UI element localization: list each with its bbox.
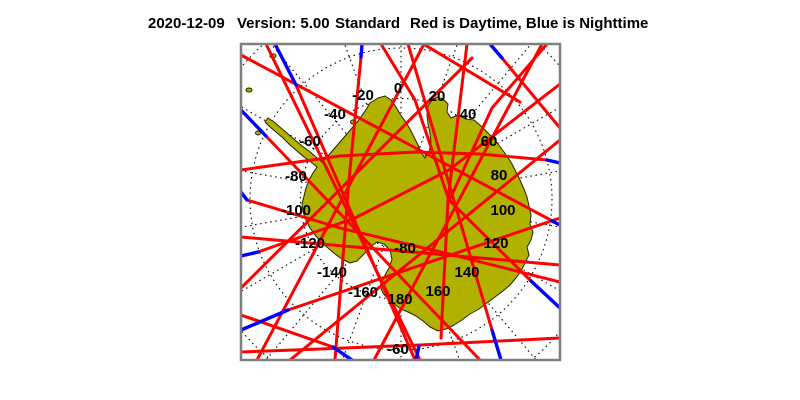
- nighttime-track: [529, 279, 560, 310]
- nighttime-track: [550, 219, 560, 227]
- meridian-line: [241, 200, 393, 228]
- nighttime-track: [488, 44, 504, 60]
- nighttime-track: [273, 44, 298, 87]
- longitude-label: 0: [394, 80, 402, 97]
- meridian-line: [241, 203, 394, 293]
- graticule-labels-layer: 0 -20 20 -40 40 -60 60 -80 80 -100 100 -120 120 -140 1…: [281, 80, 516, 358]
- longitude-label: 40: [460, 106, 477, 123]
- nighttime-track: [241, 108, 268, 138]
- daytime-track: [241, 56, 474, 290]
- title-mode: Standard: [335, 15, 400, 32]
- meridian-line: [403, 44, 459, 191]
- satellite-tracks-layer: [241, 44, 560, 360]
- continent-layer: [245, 53, 534, 332]
- island: [255, 130, 261, 136]
- nighttime-track: [241, 250, 260, 258]
- plot-frame: [239, 42, 562, 362]
- longitude-label: 20: [429, 88, 446, 105]
- daytime-track: [286, 216, 560, 312]
- longitude-label: -20: [352, 87, 374, 104]
- longitude-label: -160: [348, 284, 378, 301]
- title-legend: Red is Daytime, Blue is Nighttime: [410, 15, 648, 32]
- daytime-track: [423, 44, 522, 104]
- daytime-track: [448, 44, 549, 201]
- longitude-label: 120: [483, 235, 508, 252]
- meridian-line: [241, 105, 394, 195]
- daytime-track: [379, 44, 533, 283]
- daytime-track: [241, 235, 560, 267]
- longitude-label: -60: [299, 133, 321, 150]
- nighttime-track: [359, 44, 364, 59]
- title-date: 2020-12-09: [148, 15, 225, 32]
- longitude-label: 60: [481, 133, 498, 150]
- nighttime-track: [414, 344, 421, 360]
- title-version: Version: 5.00: [237, 15, 330, 32]
- meridian-line: [341, 207, 399, 360]
- latitude-circle: [249, 47, 553, 351]
- nighttime-track: [241, 308, 290, 332]
- daytime-track: [256, 82, 560, 254]
- longitude-label: 100: [490, 202, 515, 219]
- nighttime-track: [545, 158, 560, 165]
- longitude-label: -40: [324, 106, 346, 123]
- longitude-label: 180: [387, 291, 412, 308]
- longitude-label: -140: [317, 264, 347, 281]
- longitude-label: 140: [454, 264, 479, 281]
- daytime-track: [264, 44, 422, 360]
- longitude-label: 80: [491, 167, 508, 184]
- daytime-track: [255, 44, 426, 360]
- latitude-label: -80: [394, 240, 416, 257]
- meridian-line: [270, 44, 396, 193]
- latitude-label: -60: [387, 341, 409, 358]
- longitude-label: -120: [295, 235, 325, 252]
- daytime-track: [294, 83, 417, 360]
- daytime-track: [245, 198, 560, 284]
- nighttime-track: [490, 328, 503, 360]
- longitude-label: -100: [281, 202, 311, 219]
- meridian-line: [265, 205, 396, 360]
- daytime-track: [288, 138, 560, 360]
- daytime-track: [264, 134, 482, 360]
- meridian-line: [408, 106, 560, 195]
- nighttime-track: [331, 345, 354, 360]
- meridian-line: [241, 170, 393, 198]
- longitude-label: 160: [425, 283, 450, 300]
- meridian-line: [409, 170, 560, 198]
- meridian-line: [406, 44, 532, 193]
- daytime-track: [241, 150, 549, 172]
- longitude-label: -80: [285, 168, 307, 185]
- daytime-track: [241, 313, 335, 349]
- daytime-track: [500, 56, 560, 130]
- island: [245, 87, 253, 93]
